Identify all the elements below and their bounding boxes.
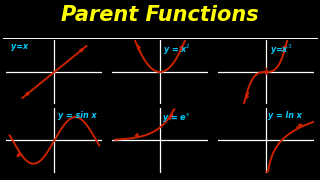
Text: y = e$^x$: y = e$^x$ <box>163 111 191 124</box>
Text: y = x$^2$: y = x$^2$ <box>163 42 191 57</box>
Text: Parent Functions: Parent Functions <box>61 5 259 25</box>
Text: y = sin x: y = sin x <box>58 111 96 120</box>
Text: y = ln x: y = ln x <box>268 111 302 120</box>
Text: y=x$^3$: y=x$^3$ <box>270 42 293 57</box>
Text: y=x: y=x <box>11 42 28 51</box>
